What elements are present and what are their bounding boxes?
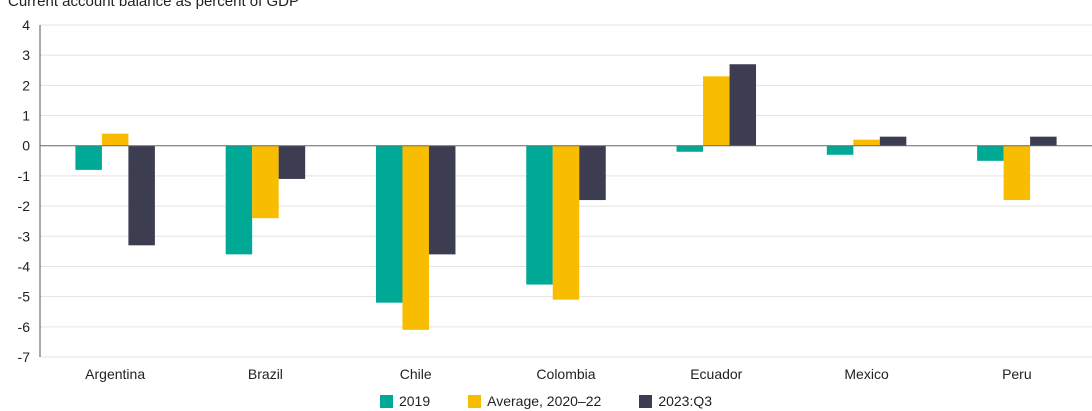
y-tick-label: -2 <box>18 198 31 214</box>
y-tick-label: 1 <box>22 108 30 124</box>
y-tick-label: 2 <box>22 77 30 93</box>
chart-title: Current account balance as percent of GD… <box>8 0 299 10</box>
bar <box>977 145 1004 161</box>
legend-item-2023-q3: 2023:Q3 <box>639 391 712 411</box>
y-tick-label: -3 <box>18 228 31 244</box>
bars <box>75 64 1057 330</box>
y-tick-label: -7 <box>18 349 31 365</box>
x-tick-label: Mexico <box>844 366 889 382</box>
bar <box>402 145 429 330</box>
legend-label-2019: 2019 <box>398 393 431 409</box>
x-axis: Argentina Brazil Chile Colombia Ecuador Mexic… <box>40 145 1092 382</box>
bar <box>526 145 553 285</box>
bar <box>101 133 129 146</box>
bar <box>75 145 102 170</box>
bar <box>853 139 880 146</box>
x-tick-label: Chile <box>400 366 432 382</box>
y-tick-label: -6 <box>18 319 31 335</box>
bar <box>252 145 279 219</box>
legend-item-2019: 2019 <box>379 391 431 411</box>
legend-label-2023-q3: 2023:Q3 <box>658 393 713 409</box>
y-tick-label: 3 <box>22 47 30 63</box>
y-tick-label: -4 <box>18 258 31 274</box>
bar-chart: 4 3 2 1 0 -1 -2 -3 -4 -5 -6 -7 Argentina Brazil Chile… <box>18 17 1092 382</box>
bar <box>579 145 606 201</box>
x-tick-label: Argentina <box>85 366 145 382</box>
gridlines <box>40 24 1092 358</box>
legend-item-average-2020-22: Average, 2020–22 <box>468 391 601 411</box>
bar <box>879 136 907 146</box>
legend: 2019 Average, 2020–22 2023:Q3 <box>0 391 1092 411</box>
bar <box>225 145 253 255</box>
bar <box>375 145 403 303</box>
bar <box>1003 145 1031 201</box>
x-tick-label: Ecuador <box>690 366 742 382</box>
y-tick-label: -5 <box>18 289 31 305</box>
bar <box>552 145 580 300</box>
x-tick-label: Colombia <box>536 366 595 382</box>
bar <box>826 145 854 155</box>
legend-swatch-average-2020-22 <box>468 394 482 408</box>
x-tick-label: Peru <box>1002 366 1032 382</box>
legend-swatch-2019 <box>379 394 393 408</box>
legend-swatch-2023-q3 <box>639 394 653 408</box>
y-tick-label: 0 <box>22 138 30 154</box>
legend-label-average-2020-22: Average, 2020–22 <box>487 393 602 409</box>
bar <box>1030 136 1057 146</box>
bar <box>676 145 704 152</box>
bar <box>703 76 730 146</box>
bar <box>128 145 155 246</box>
x-tick-label: Brazil <box>248 366 283 382</box>
bar <box>278 145 306 179</box>
y-tick-label: 4 <box>22 17 30 33</box>
bar <box>428 145 456 255</box>
y-tick-label: -1 <box>18 168 31 184</box>
y-axis: 4 3 2 1 0 -1 -2 -3 -4 -5 -6 -7 <box>18 17 41 365</box>
bar <box>729 64 757 146</box>
